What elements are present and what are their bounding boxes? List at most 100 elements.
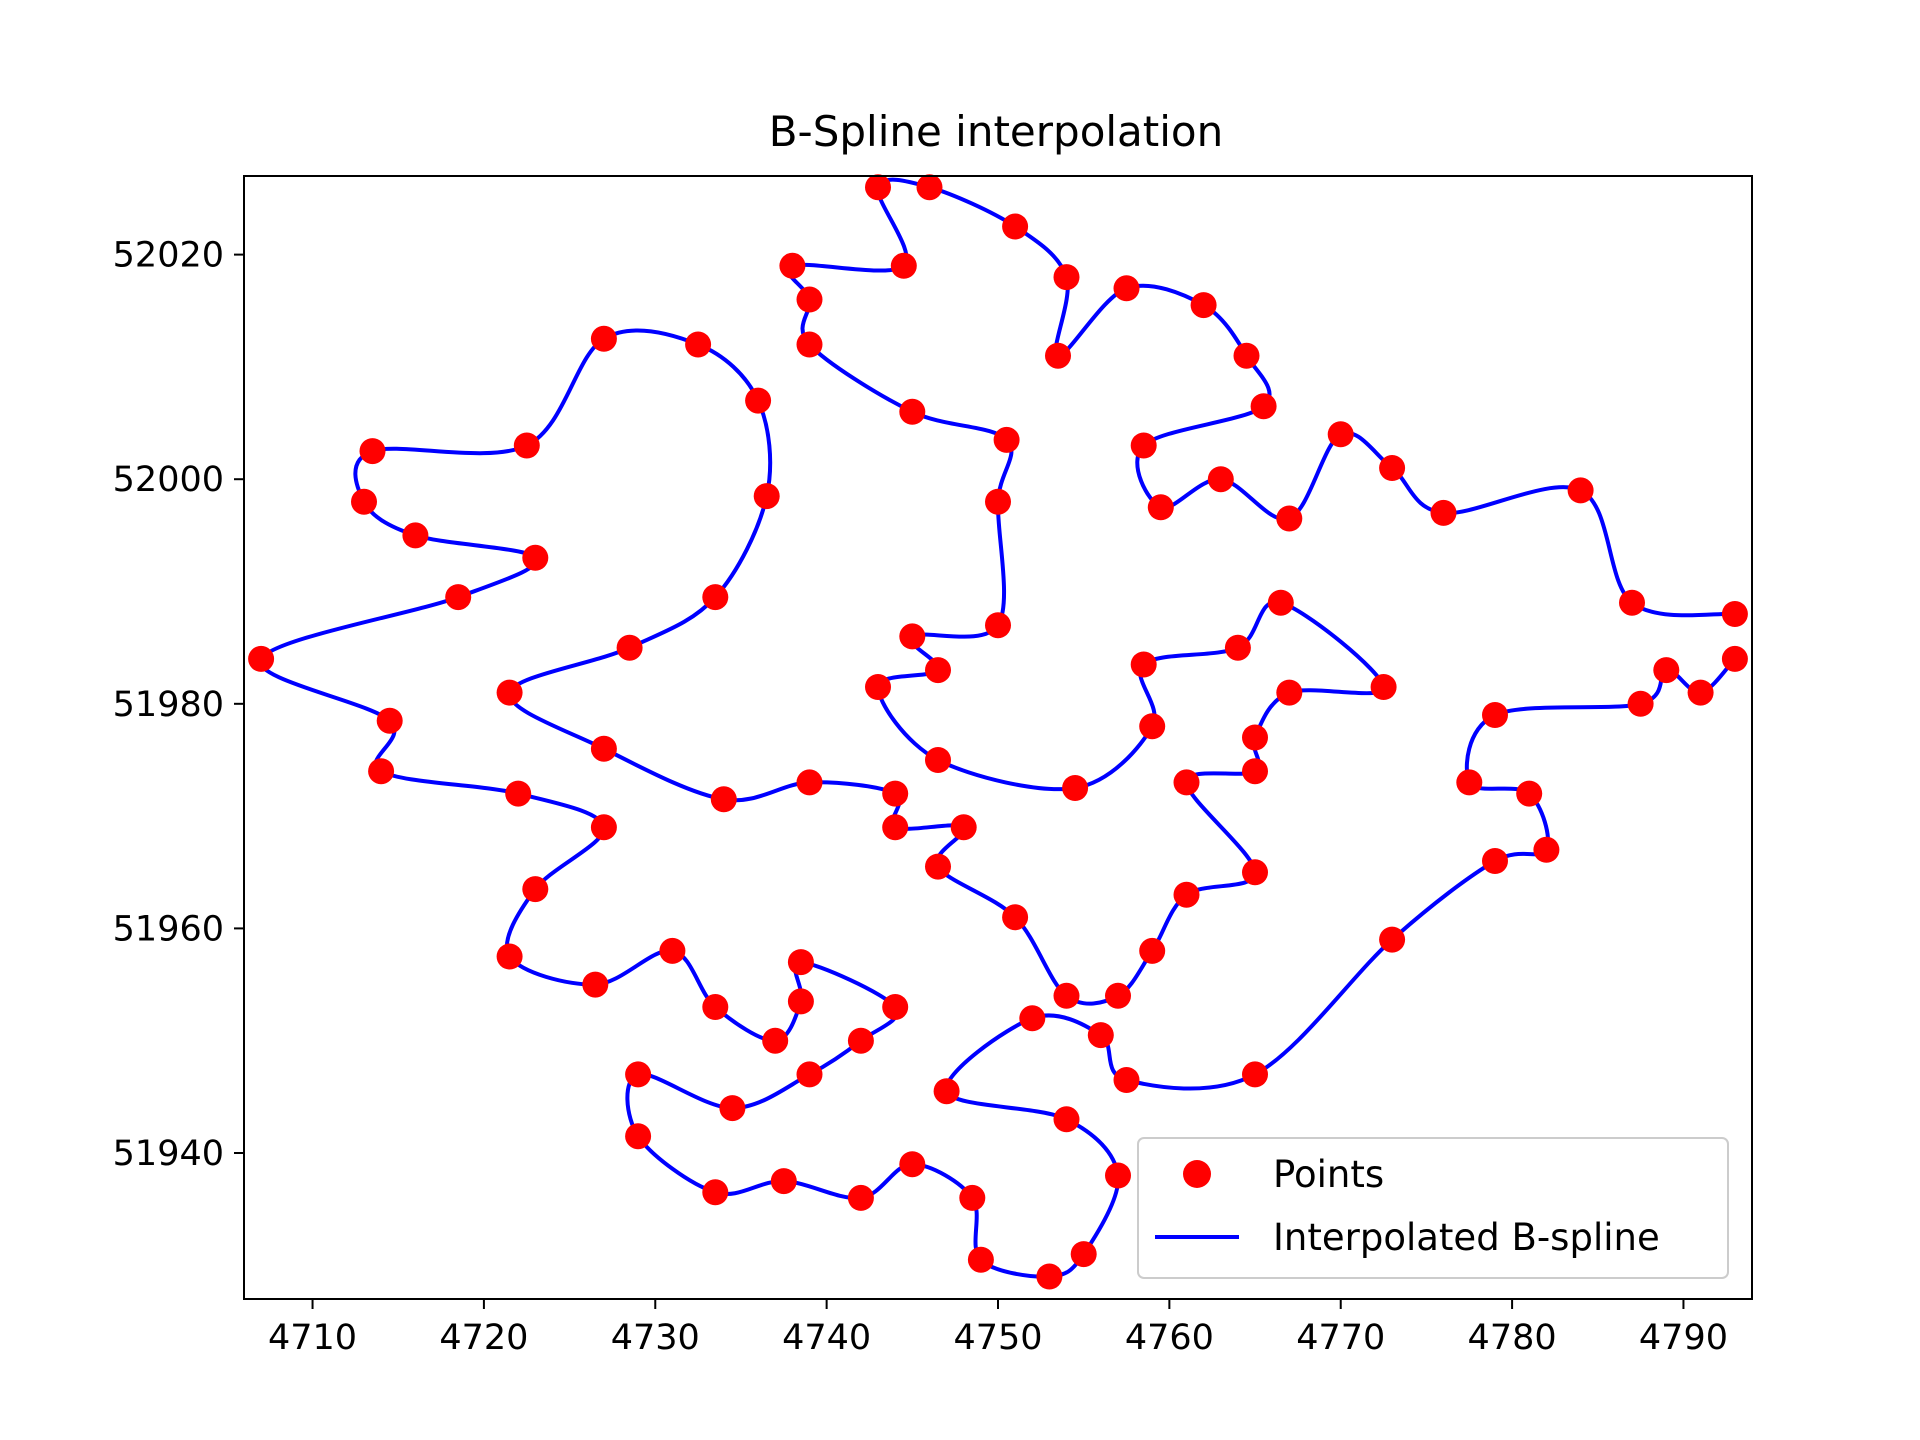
- data-point: [787, 988, 814, 1015]
- data-point: [659, 937, 686, 964]
- data-point: [1002, 213, 1029, 240]
- legend-points-marker: [1183, 1160, 1211, 1188]
- data-point: [1053, 982, 1080, 1009]
- data-point: [496, 679, 523, 706]
- data-point: [796, 286, 823, 313]
- data-point: [445, 584, 472, 611]
- data-point: [882, 994, 909, 1020]
- data-point: [1045, 342, 1071, 369]
- x-tick-label: 4770: [1296, 1318, 1385, 1358]
- data-point: [1250, 393, 1277, 420]
- data-point: [762, 1027, 789, 1054]
- data-point: [1242, 859, 1268, 886]
- data-point: [1242, 758, 1268, 785]
- data-point: [376, 707, 403, 734]
- data-point: [899, 623, 926, 650]
- x-tick-label: 4780: [1468, 1318, 1557, 1358]
- data-point: [1482, 848, 1508, 874]
- chart-title: B-Spline interpolation: [769, 107, 1224, 156]
- data-point: [1062, 775, 1089, 801]
- data-point: [1233, 342, 1260, 369]
- data-point: [1370, 674, 1397, 700]
- data-point: [1173, 769, 1200, 796]
- data-point: [702, 1179, 729, 1206]
- data-point: [1242, 1061, 1268, 1088]
- data-point: [1190, 292, 1217, 319]
- y-tick-label: 52020: [113, 236, 224, 276]
- data-point: [925, 747, 951, 773]
- x-tick-label: 4720: [439, 1318, 528, 1358]
- data-point: [753, 483, 780, 510]
- x-tick-label: 4760: [1125, 1318, 1214, 1358]
- legend-label-spline: Interpolated B-spline: [1273, 1216, 1660, 1259]
- data-point: [1053, 1106, 1080, 1133]
- data-point: [1267, 589, 1294, 616]
- data-point: [993, 426, 1020, 453]
- data-point: [770, 1168, 797, 1195]
- legend-box: [1137, 1137, 1729, 1279]
- data-point: [1379, 926, 1406, 953]
- data-point: [899, 398, 926, 425]
- data-point: [796, 769, 823, 796]
- data-point: [1456, 769, 1483, 796]
- data-point: [1036, 1263, 1063, 1290]
- data-point: [1242, 724, 1268, 751]
- data-point: [710, 786, 737, 813]
- data-point: [1113, 275, 1140, 302]
- data-point: [616, 634, 643, 661]
- data-point: [496, 943, 523, 970]
- data-point: [1327, 421, 1354, 448]
- data-point: [882, 780, 909, 807]
- data-point: [925, 853, 951, 880]
- plot-frame: [243, 175, 1753, 1300]
- data-point: [1482, 702, 1508, 728]
- data-point: [847, 1184, 874, 1211]
- data-point: [1224, 634, 1251, 661]
- data-point: [248, 645, 275, 672]
- data-point: [865, 674, 891, 700]
- data-point: [1173, 881, 1200, 908]
- data-point: [1130, 432, 1157, 459]
- data-point: [985, 612, 1011, 639]
- data-point: [967, 1246, 994, 1273]
- x-axis: 4710 4720 4730 4740 4750 4760 4770 4780 4790: [268, 1299, 1728, 1358]
- data-point: [522, 544, 549, 571]
- data-point: [1567, 477, 1594, 504]
- data-point: [796, 1061, 823, 1088]
- data-point: [890, 252, 917, 279]
- data-point: [513, 432, 540, 459]
- data-point: [1130, 651, 1157, 678]
- data-point: [402, 522, 429, 549]
- data-point: [882, 814, 909, 841]
- legend: Points Interpolated B-spline: [1137, 1137, 1729, 1279]
- data-point: [1207, 466, 1234, 493]
- data-point: [745, 387, 772, 414]
- plot-area: [248, 174, 1748, 1290]
- data-point: [590, 814, 617, 841]
- data-point: [1105, 982, 1131, 1009]
- data-point: [1516, 780, 1543, 807]
- data-point: [505, 780, 532, 807]
- data-point: [779, 252, 806, 279]
- y-axis: 51940 51960 51980 52000 52020: [113, 236, 244, 1174]
- data-point: [625, 1061, 652, 1088]
- data-point: [796, 331, 823, 358]
- data-point: [1721, 601, 1748, 627]
- data-point: [522, 876, 549, 903]
- x-tick-label: 4750: [953, 1318, 1042, 1358]
- data-point: [1139, 713, 1166, 740]
- data-point: [1105, 1162, 1131, 1189]
- data-point: [685, 331, 712, 358]
- data-point: [950, 814, 977, 841]
- data-point: [1019, 1005, 1046, 1032]
- data-point: [1627, 690, 1654, 717]
- y-tick-label: 51980: [113, 685, 224, 725]
- data-point: [1687, 679, 1714, 706]
- data-point: [351, 488, 377, 515]
- data-point: [702, 994, 729, 1020]
- data-point: [847, 1027, 874, 1054]
- data-point: [368, 758, 395, 785]
- x-tick-label: 4790: [1639, 1318, 1728, 1358]
- data-point: [959, 1184, 986, 1211]
- data-point: [1139, 937, 1166, 964]
